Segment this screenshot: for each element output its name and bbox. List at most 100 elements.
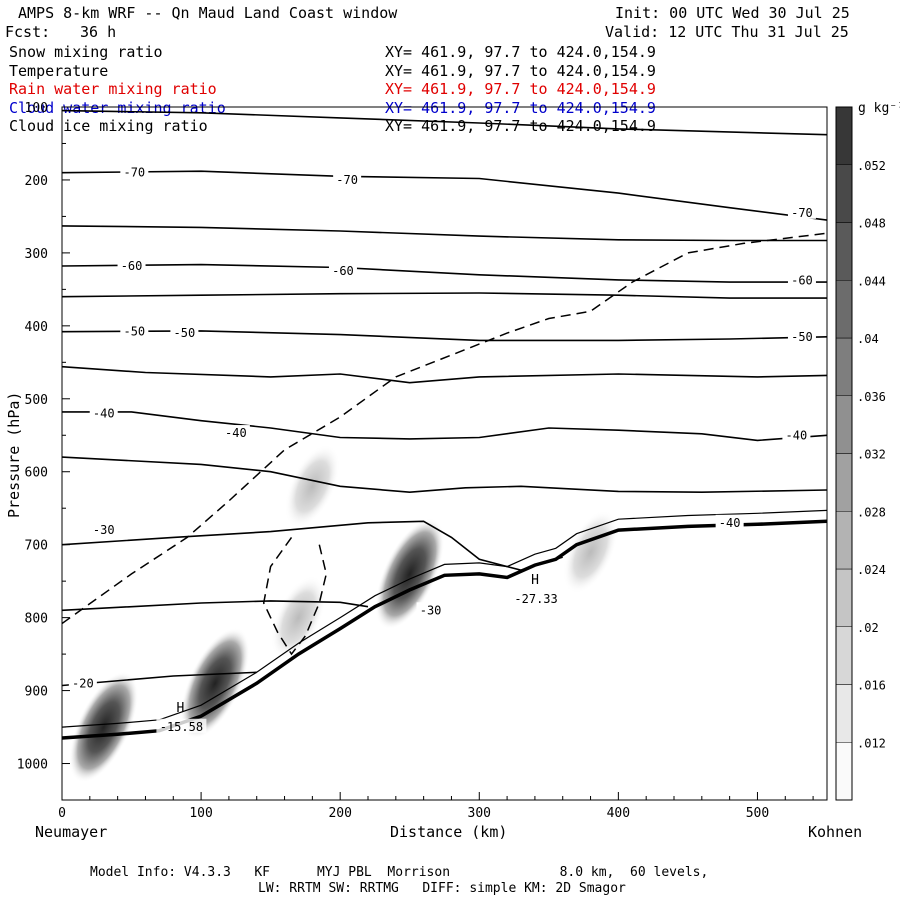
x-tick-label: 500 bbox=[746, 806, 769, 821]
y-axis-label: Pressure (hPa) bbox=[5, 391, 23, 518]
temperature-contour-line bbox=[62, 520, 563, 572]
terrain-surface-line bbox=[62, 519, 827, 740]
mixing-ratio-shading bbox=[69, 444, 619, 783]
field-xy-range: XY= 461.9, 97.7 to 424.0,154.9 bbox=[385, 43, 656, 61]
colorbar-bin bbox=[835, 222, 853, 281]
plot-frame bbox=[61, 106, 828, 801]
temperature-contours bbox=[62, 109, 827, 740]
colorbar-bin bbox=[835, 164, 853, 223]
contour-label-bg bbox=[333, 171, 362, 186]
field-label: Temperature bbox=[9, 61, 109, 80]
colorbar-tick-label: .012 bbox=[857, 736, 886, 750]
colorbar-bin bbox=[835, 568, 853, 627]
contour-label-bg bbox=[782, 427, 811, 442]
contour-label: -60 bbox=[332, 264, 354, 278]
high-marker-value: -27.33 bbox=[514, 592, 557, 606]
shading-plume bbox=[284, 444, 340, 529]
contour-label: -50 bbox=[174, 326, 196, 340]
temperature-contour-line bbox=[62, 411, 827, 442]
colorbar-tick-label: .032 bbox=[857, 448, 886, 462]
temperature-contour-line bbox=[62, 225, 827, 242]
contour-label-bg bbox=[117, 258, 146, 273]
contour-label: -50 bbox=[123, 325, 145, 339]
high-value-bg bbox=[511, 591, 562, 606]
field-label: Cloud ice mixing ratio bbox=[9, 117, 208, 135]
colorbar-bin bbox=[835, 280, 853, 339]
y-tick-label: 1000 bbox=[17, 758, 48, 773]
high-marker-symbol: H bbox=[176, 701, 184, 716]
y-tick-label: 500 bbox=[25, 393, 48, 408]
contour-label-bg bbox=[715, 514, 744, 529]
temperature-contour-line bbox=[62, 170, 827, 221]
model-physics: LW: RRTM SW: RRTMG DIFF: simple KM: 2D S… bbox=[258, 881, 626, 896]
colorbar-bin bbox=[835, 106, 853, 165]
contour-label-bg bbox=[89, 522, 118, 537]
x-tick-label: 100 bbox=[189, 806, 212, 821]
contour-labels: -70 -70 -70 -60 -60 -60 -50 -50 -50 -40 -40 -40 -40 -… bbox=[68, 164, 816, 734]
model-info: Model Info: V4.3.3 KF MYJ PBL Morrison 8… bbox=[90, 865, 709, 880]
contour-label: -40 bbox=[719, 516, 741, 530]
shading-plume bbox=[562, 510, 619, 594]
contour-label-bg bbox=[170, 325, 199, 340]
contour-label-bg bbox=[68, 675, 97, 690]
shading-plume bbox=[69, 671, 139, 783]
temperature-contour-line bbox=[62, 456, 827, 494]
y-tick-label: 300 bbox=[25, 247, 48, 262]
y-tick-label: 400 bbox=[25, 320, 48, 335]
contour-label-bg bbox=[221, 425, 250, 440]
contour-label: -20 bbox=[72, 676, 94, 690]
temperature-contour-line bbox=[62, 292, 827, 299]
near-surface-contour bbox=[62, 509, 827, 728]
colorbar-tick-label: .024 bbox=[857, 563, 886, 577]
shading-plume bbox=[375, 518, 445, 630]
contour-label-bg bbox=[120, 164, 149, 179]
field-label: Snow mixing ratio bbox=[9, 43, 163, 61]
contour-label-bg bbox=[89, 405, 118, 420]
y-tick-label: 100 bbox=[25, 101, 48, 116]
y-tick-label: 700 bbox=[25, 539, 48, 554]
colorbar: .012 .016 .02 .024 .028 .032 .036 .04 .044 .048 .0… bbox=[835, 106, 886, 801]
colorbar-bin bbox=[835, 626, 853, 685]
shading-plume bbox=[180, 627, 250, 739]
contour-label-bg bbox=[328, 263, 357, 278]
colorbar-bin bbox=[835, 684, 853, 743]
contour-label: -60 bbox=[121, 259, 143, 273]
colorbar-tick-label: .028 bbox=[857, 505, 886, 519]
axes: 0 100 200 300 400 500 100 200 300 400 500 600 700 800… bbox=[17, 101, 828, 821]
high-marker-symbol: H bbox=[531, 573, 539, 588]
contour-label-bg bbox=[787, 272, 816, 287]
y-tick-label: 900 bbox=[25, 685, 48, 700]
shading-plume bbox=[270, 575, 327, 660]
contour-label: -70 bbox=[336, 173, 358, 187]
colorbar-tick-label: .04 bbox=[857, 332, 879, 346]
colorbar-tick-label: .02 bbox=[857, 621, 879, 635]
field-xy-range: XY= 461.9, 97.7 to 424.0,154.9 bbox=[385, 80, 656, 98]
field-label: Rain water mixing ratio bbox=[9, 80, 217, 98]
contour-label-bg bbox=[416, 602, 445, 617]
contour-label-bg bbox=[787, 204, 816, 219]
contour-label: -50 bbox=[791, 330, 813, 344]
y-tick-label: 600 bbox=[25, 466, 48, 481]
left-endpoint-label: Neumayer bbox=[35, 823, 108, 841]
contour-label: -70 bbox=[791, 206, 813, 220]
temperature-contour-line bbox=[62, 671, 257, 687]
colorbar-bin bbox=[835, 511, 853, 570]
x-tick-label: 300 bbox=[468, 806, 491, 821]
colorbar-frame bbox=[835, 106, 853, 801]
temperature-contour-line bbox=[62, 330, 827, 342]
temperature-contour-line bbox=[62, 365, 827, 384]
fcst-label: Fcst: bbox=[5, 23, 51, 41]
contour-label: -30 bbox=[93, 523, 115, 537]
contour-label: -60 bbox=[791, 274, 813, 288]
contour-label: -70 bbox=[123, 166, 145, 180]
colorbar-tick-label: .044 bbox=[857, 274, 886, 288]
contour-label: -40 bbox=[93, 406, 115, 420]
right-endpoint-label: Kohnen bbox=[808, 823, 863, 841]
temperature-contour-line bbox=[62, 600, 369, 612]
temperature-contour-line bbox=[62, 263, 827, 283]
init-time: Init: 00 UTC Wed 30 Jul 25 bbox=[615, 4, 850, 22]
colorbar-tick-label: .052 bbox=[857, 159, 886, 173]
high-marker-value: -15.58 bbox=[160, 720, 203, 734]
x-axis-label: Distance (km) bbox=[390, 823, 508, 841]
colorbar-tick-label: .036 bbox=[857, 390, 886, 404]
